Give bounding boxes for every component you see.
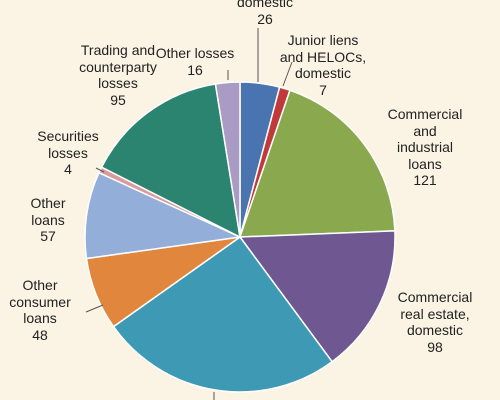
slice-label: Commercial real estate, domestic 98 (398, 289, 473, 355)
value-label: 26 (257, 10, 273, 27)
slice-label: Junior liens and HELOCs, domestic 7 (280, 32, 366, 98)
value-label: 98 (427, 338, 443, 355)
value-label: 95 (110, 91, 126, 108)
slice-label: domestic 26 (237, 0, 293, 27)
slice (238, 89, 396, 238)
slice-label: Other consumer loans 48 (9, 277, 70, 343)
slice-label: Trading and counterparty losses 95 (79, 42, 157, 108)
slice (100, 83, 241, 239)
slice (112, 235, 334, 393)
category-label: Other losses (155, 45, 235, 61)
leader-lines (85, 28, 293, 400)
slice (214, 81, 241, 238)
slice (238, 230, 396, 363)
category-label: Other loans (30, 195, 66, 228)
category-label: Securities losses (37, 128, 99, 161)
category-label: domestic (236, 0, 294, 10)
slice-label: Securities losses 4 (37, 128, 98, 178)
value-label: 4 (64, 161, 72, 177)
category-label: Other consumer loans (9, 277, 71, 326)
category-label: Commercial and industrial loans (387, 106, 463, 172)
value-label: 16 (187, 61, 203, 78)
slice-label: Other loans 57 (30, 195, 65, 245)
category-label: Trading and counterparty losses (79, 42, 157, 91)
value-label: 48 (32, 326, 48, 343)
value-label: 121 (413, 172, 437, 188)
value-label: 7 (319, 81, 327, 98)
slice (84, 171, 243, 260)
slice-label: Commercial and industrial loans 121 (388, 106, 463, 189)
value-label: 57 (40, 228, 56, 244)
category-label: Commercial real estate, domestic (397, 289, 473, 338)
slice-label: Other losses 16 (156, 45, 235, 78)
slices (84, 81, 396, 393)
category-label: Junior liens and HELOCs, domestic (279, 32, 367, 81)
